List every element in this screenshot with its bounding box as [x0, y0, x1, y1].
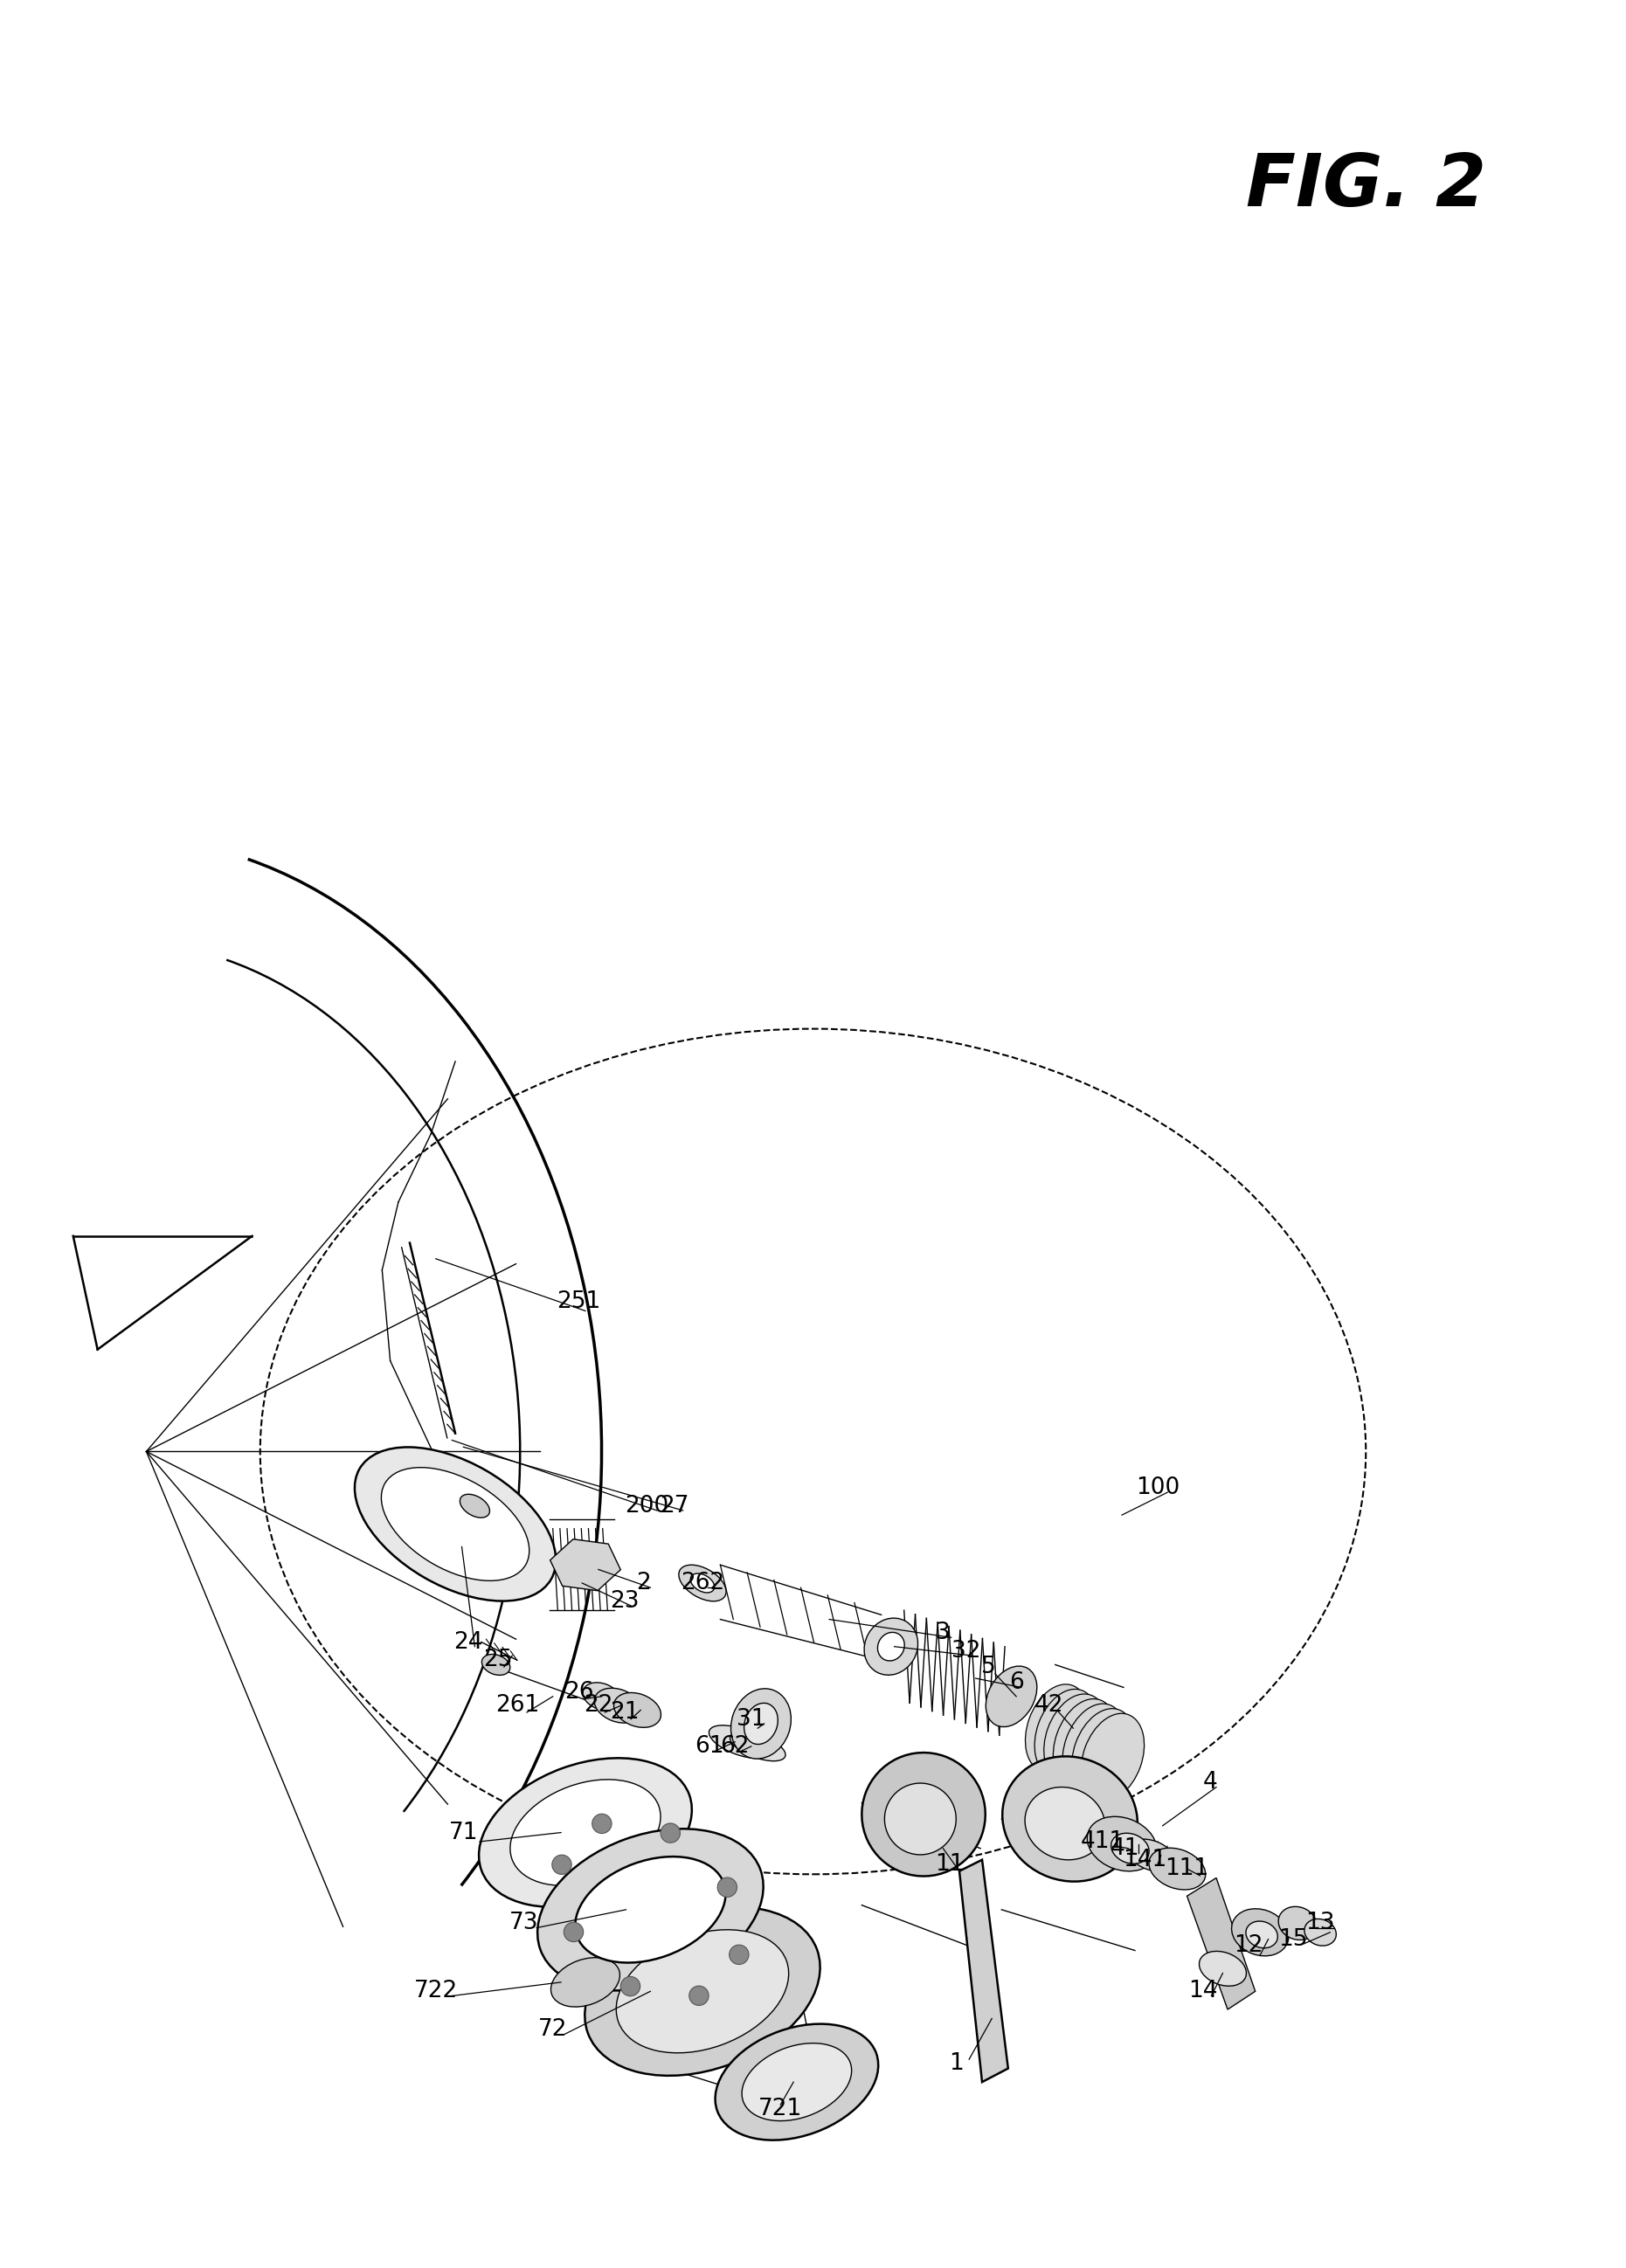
Ellipse shape: [511, 1780, 660, 1885]
Text: 11: 11: [935, 1853, 964, 1876]
Text: 62: 62: [720, 1735, 750, 1758]
Ellipse shape: [551, 1957, 620, 2007]
Text: 31: 31: [737, 1708, 766, 1730]
Ellipse shape: [741, 2043, 852, 2121]
Ellipse shape: [709, 1726, 771, 1758]
Ellipse shape: [730, 1690, 792, 1758]
Ellipse shape: [1278, 1907, 1317, 1939]
Ellipse shape: [481, 1653, 511, 1676]
Ellipse shape: [1081, 1712, 1145, 1801]
Ellipse shape: [613, 1692, 662, 1728]
Ellipse shape: [1231, 1910, 1289, 1955]
Ellipse shape: [1128, 1839, 1174, 1871]
Text: 21: 21: [610, 1701, 639, 1724]
Text: 72: 72: [538, 2019, 567, 2041]
Ellipse shape: [616, 1930, 789, 2053]
Ellipse shape: [715, 2023, 878, 2141]
Text: 721: 721: [758, 2098, 803, 2121]
Text: 26: 26: [564, 1681, 593, 1703]
Ellipse shape: [1026, 1685, 1088, 1771]
Ellipse shape: [1072, 1708, 1135, 1796]
Ellipse shape: [538, 1828, 763, 1991]
Ellipse shape: [862, 1753, 985, 1876]
Ellipse shape: [1246, 1921, 1278, 1948]
Text: 27: 27: [660, 1495, 689, 1517]
Ellipse shape: [678, 1565, 727, 1601]
Text: 261: 261: [494, 1694, 540, 1717]
Text: 71: 71: [449, 1821, 478, 1844]
Text: 200: 200: [624, 1495, 670, 1517]
Ellipse shape: [585, 1907, 820, 2075]
Ellipse shape: [354, 1447, 556, 1601]
Ellipse shape: [1198, 1950, 1247, 1987]
Ellipse shape: [745, 1703, 777, 1744]
Ellipse shape: [730, 1733, 785, 1760]
Text: 1: 1: [948, 2053, 964, 2075]
Ellipse shape: [480, 1758, 691, 1907]
Text: 411: 411: [1080, 1830, 1125, 1853]
Circle shape: [592, 1814, 611, 1833]
Ellipse shape: [593, 1687, 642, 1724]
Text: FIG. 2: FIG. 2: [1246, 150, 1486, 222]
Text: 111: 111: [1164, 1857, 1210, 1880]
Circle shape: [621, 1975, 641, 1996]
Text: 262: 262: [680, 1572, 725, 1594]
Circle shape: [660, 1823, 680, 1844]
Text: 25: 25: [483, 1649, 512, 1672]
Ellipse shape: [1062, 1703, 1125, 1792]
Ellipse shape: [576, 1857, 725, 1962]
Ellipse shape: [885, 1783, 956, 1855]
Text: 41: 41: [1111, 1837, 1140, 1860]
Text: 3: 3: [935, 1622, 951, 1644]
Ellipse shape: [460, 1495, 489, 1517]
Ellipse shape: [691, 1574, 714, 1592]
Text: 23: 23: [610, 1590, 639, 1613]
Text: 251: 251: [556, 1290, 602, 1313]
Text: 722: 722: [413, 1980, 459, 2003]
Text: 42: 42: [1034, 1694, 1063, 1717]
Ellipse shape: [878, 1633, 904, 1660]
Polygon shape: [959, 1860, 1008, 2082]
Text: 73: 73: [509, 1912, 538, 1935]
Text: 22: 22: [584, 1694, 613, 1717]
Polygon shape: [1187, 1878, 1255, 2009]
Text: 32: 32: [951, 1640, 980, 1662]
Text: 14: 14: [1189, 1980, 1218, 2003]
Circle shape: [730, 1946, 750, 1964]
Ellipse shape: [1034, 1690, 1098, 1778]
Text: 24: 24: [454, 1631, 483, 1653]
Text: 100: 100: [1135, 1476, 1180, 1499]
Polygon shape: [550, 1540, 621, 1590]
Ellipse shape: [582, 1683, 621, 1710]
Circle shape: [551, 1855, 571, 1873]
Text: 15: 15: [1278, 1928, 1307, 1950]
Ellipse shape: [1002, 1755, 1138, 1882]
Circle shape: [689, 1987, 709, 2005]
Ellipse shape: [863, 1617, 919, 1676]
Ellipse shape: [1044, 1694, 1107, 1783]
Text: 141: 141: [1122, 1848, 1167, 1871]
Text: 5: 5: [980, 1656, 997, 1678]
Ellipse shape: [1088, 1817, 1156, 1871]
Text: 6: 6: [1008, 1672, 1024, 1694]
Text: 13: 13: [1306, 1912, 1335, 1935]
Ellipse shape: [1111, 1833, 1150, 1864]
Text: 61: 61: [694, 1735, 724, 1758]
Text: 12: 12: [1234, 1935, 1263, 1957]
Ellipse shape: [985, 1667, 1037, 1726]
Text: 4: 4: [1202, 1771, 1218, 1794]
Ellipse shape: [380, 1467, 530, 1581]
Ellipse shape: [1150, 1848, 1205, 1889]
Circle shape: [717, 1878, 737, 1896]
Ellipse shape: [1054, 1699, 1117, 1787]
Ellipse shape: [1304, 1919, 1337, 1946]
Ellipse shape: [1024, 1787, 1106, 1860]
Text: 2: 2: [636, 1572, 652, 1594]
Circle shape: [564, 1923, 584, 1941]
